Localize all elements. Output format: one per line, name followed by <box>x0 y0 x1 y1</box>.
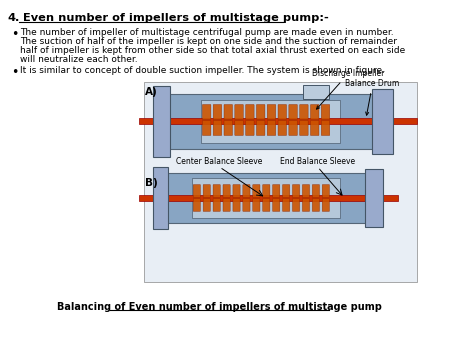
FancyBboxPatch shape <box>302 185 310 197</box>
FancyBboxPatch shape <box>292 185 300 197</box>
FancyBboxPatch shape <box>310 120 319 136</box>
Text: will neutralize each other.: will neutralize each other. <box>20 55 138 64</box>
FancyBboxPatch shape <box>153 86 170 157</box>
FancyBboxPatch shape <box>312 198 319 211</box>
FancyBboxPatch shape <box>273 198 280 211</box>
FancyBboxPatch shape <box>213 120 222 136</box>
FancyBboxPatch shape <box>193 198 201 211</box>
FancyBboxPatch shape <box>223 185 230 197</box>
FancyBboxPatch shape <box>235 120 243 136</box>
FancyBboxPatch shape <box>256 120 265 136</box>
FancyBboxPatch shape <box>201 100 340 143</box>
FancyBboxPatch shape <box>256 104 265 120</box>
FancyBboxPatch shape <box>202 104 211 120</box>
FancyBboxPatch shape <box>246 120 254 136</box>
FancyBboxPatch shape <box>373 89 393 154</box>
FancyBboxPatch shape <box>253 198 260 211</box>
FancyBboxPatch shape <box>303 85 329 99</box>
Text: A): A) <box>146 87 158 97</box>
Text: Balancing of Even number of impellers of multistage pump: Balancing of Even number of impellers of… <box>57 302 382 312</box>
Text: 4.: 4. <box>8 13 20 23</box>
FancyBboxPatch shape <box>235 104 243 120</box>
FancyBboxPatch shape <box>263 198 270 211</box>
Text: Center Balance Sleeve: Center Balance Sleeve <box>176 157 263 166</box>
FancyBboxPatch shape <box>192 178 340 218</box>
FancyBboxPatch shape <box>300 104 308 120</box>
FancyBboxPatch shape <box>139 118 417 124</box>
FancyBboxPatch shape <box>263 185 270 197</box>
FancyBboxPatch shape <box>243 198 250 211</box>
Text: Even number of impellers of multistage pump:-: Even number of impellers of multistage p… <box>18 13 328 23</box>
FancyBboxPatch shape <box>224 120 232 136</box>
FancyBboxPatch shape <box>243 185 250 197</box>
FancyBboxPatch shape <box>289 120 297 136</box>
FancyBboxPatch shape <box>322 198 329 211</box>
FancyBboxPatch shape <box>202 120 211 136</box>
FancyBboxPatch shape <box>267 120 276 136</box>
FancyBboxPatch shape <box>278 120 286 136</box>
FancyBboxPatch shape <box>322 185 329 197</box>
FancyBboxPatch shape <box>302 198 310 211</box>
FancyBboxPatch shape <box>233 185 240 197</box>
FancyBboxPatch shape <box>139 195 398 201</box>
FancyBboxPatch shape <box>164 173 368 223</box>
FancyBboxPatch shape <box>321 104 330 120</box>
FancyBboxPatch shape <box>213 185 220 197</box>
FancyBboxPatch shape <box>164 94 377 149</box>
Text: Discharge Impeller: Discharge Impeller <box>312 69 384 109</box>
FancyBboxPatch shape <box>193 185 201 197</box>
FancyBboxPatch shape <box>283 198 290 211</box>
Text: The suction of half of the impeller is kept on one side and the suction of remai: The suction of half of the impeller is k… <box>20 37 397 46</box>
FancyBboxPatch shape <box>312 185 319 197</box>
FancyBboxPatch shape <box>224 104 232 120</box>
FancyBboxPatch shape <box>253 185 260 197</box>
FancyBboxPatch shape <box>153 167 168 229</box>
FancyBboxPatch shape <box>278 104 286 120</box>
FancyBboxPatch shape <box>267 104 276 120</box>
FancyBboxPatch shape <box>233 198 240 211</box>
Text: half of impeller is kept from other side so that total axial thrust exerted on e: half of impeller is kept from other side… <box>20 46 406 55</box>
Text: •: • <box>11 28 18 41</box>
FancyBboxPatch shape <box>144 82 417 282</box>
Text: End Balance Sleeve: End Balance Sleeve <box>280 157 356 166</box>
FancyBboxPatch shape <box>223 198 230 211</box>
FancyBboxPatch shape <box>273 185 280 197</box>
FancyBboxPatch shape <box>283 185 290 197</box>
Text: B): B) <box>146 178 158 188</box>
FancyBboxPatch shape <box>203 198 210 211</box>
FancyBboxPatch shape <box>213 104 222 120</box>
Text: •: • <box>11 66 18 79</box>
FancyBboxPatch shape <box>203 185 210 197</box>
FancyBboxPatch shape <box>300 120 308 136</box>
Text: The number of impeller of multistage centrifugal pump are made even in number.: The number of impeller of multistage cen… <box>20 28 394 37</box>
FancyBboxPatch shape <box>289 104 297 120</box>
FancyBboxPatch shape <box>246 104 254 120</box>
FancyBboxPatch shape <box>213 198 220 211</box>
FancyBboxPatch shape <box>310 104 319 120</box>
FancyBboxPatch shape <box>321 120 330 136</box>
Text: It is similar to concept of double suction impeller. The system is shown in figu: It is similar to concept of double sucti… <box>20 66 385 75</box>
FancyBboxPatch shape <box>292 198 300 211</box>
FancyBboxPatch shape <box>365 169 383 227</box>
Text: Balance Drum: Balance Drum <box>346 79 400 115</box>
